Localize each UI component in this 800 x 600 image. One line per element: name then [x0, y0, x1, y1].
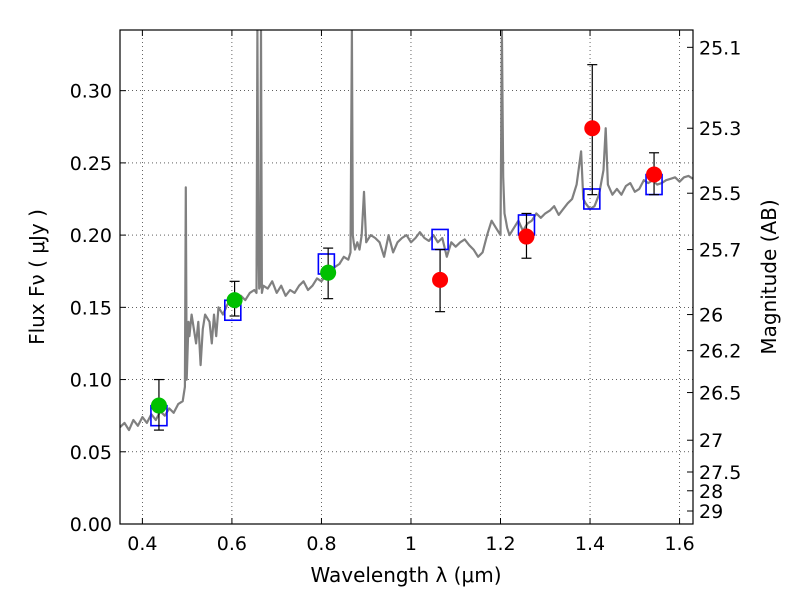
y-tick-label: 0.15	[70, 297, 112, 319]
y-tick-label: 0.10	[70, 370, 112, 392]
right-tick-label: 26.5	[699, 383, 741, 405]
y-tick-label: 0.25	[70, 153, 112, 175]
y-tick-label: 0.00	[70, 514, 112, 536]
right-tick-label: 25.1	[699, 37, 741, 59]
x-tick-label: 1.4	[575, 533, 605, 555]
x-tick-label: 0.6	[217, 533, 247, 555]
photometry-point	[584, 120, 601, 137]
right-tick-label: 26	[699, 305, 723, 327]
y-tick-label: 0.20	[70, 225, 112, 247]
photometry-point	[432, 271, 449, 288]
photometry-point	[150, 397, 167, 414]
right-tick-label: 28	[699, 481, 723, 503]
x-tick-label: 1.2	[485, 533, 515, 555]
right-axis-label: Magnitude (AB)	[757, 199, 781, 354]
y-axis-label: Flux Fν ( μJy )	[25, 209, 49, 345]
photometry-point	[320, 264, 337, 281]
plot-frame	[119, 29, 694, 525]
x-tick-label: 1	[405, 533, 417, 555]
y-tick-label: 0.05	[70, 442, 112, 464]
photometry-point	[646, 166, 663, 183]
model-spectrum-line	[120, 30, 693, 432]
x-axis-ticks: 0.4 0.6 0.8 1 1.2 1.4 1.6	[127, 30, 695, 555]
right-tick-label: 25.5	[699, 183, 741, 205]
right-tick-label: 29	[699, 501, 723, 523]
right-tick-label: 27	[699, 430, 723, 452]
right-tick-label: 25.7	[699, 240, 741, 262]
x-tick-label: 0.8	[306, 533, 336, 555]
y-tick-label: 0.30	[70, 81, 112, 103]
x-tick-label: 1.6	[664, 533, 694, 555]
y-axis-ticks: 0.00 0.05 0.10 0.15 0.20 0.25 0.30	[70, 81, 126, 536]
photometry-point	[518, 228, 535, 245]
grid-lines	[120, 30, 693, 525]
x-axis-label: Wavelength λ (μm)	[310, 563, 501, 587]
right-tick-label: 27.5	[699, 462, 741, 484]
photometry-point	[226, 292, 243, 309]
plot-area	[120, 30, 693, 432]
right-tick-label: 26.2	[699, 341, 741, 363]
right-tick-label: 25.3	[699, 118, 741, 140]
x-tick-label: 0.4	[127, 533, 157, 555]
